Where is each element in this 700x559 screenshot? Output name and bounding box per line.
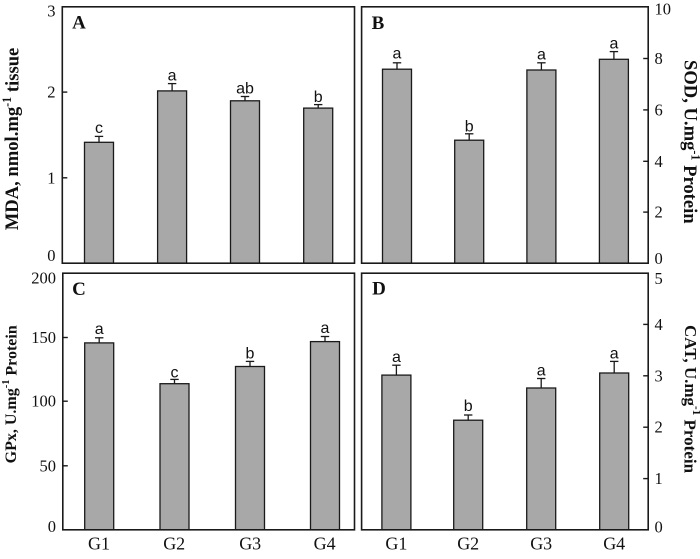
svg-text:B: B (372, 13, 385, 34)
svg-text:a: a (168, 68, 177, 85)
svg-text:a: a (321, 320, 330, 337)
svg-text:G1: G1 (88, 534, 110, 554)
svg-text:8: 8 (655, 49, 663, 68)
svg-text:a: a (610, 346, 619, 363)
svg-text:a: a (393, 46, 402, 63)
svg-text:SOD, U.mg-1 Protein: SOD, U.mg-1 Protein (680, 60, 700, 224)
svg-text:A: A (72, 13, 86, 34)
svg-text:10: 10 (655, 0, 672, 19)
svg-text:G1: G1 (385, 534, 407, 554)
svg-text:D: D (372, 279, 386, 300)
svg-text:c: c (95, 120, 103, 137)
svg-text:a: a (537, 46, 546, 63)
svg-text:2: 2 (655, 418, 663, 437)
svg-text:50: 50 (40, 456, 57, 475)
svg-text:GPx, U.mg-1 Protein: GPx, U.mg-1 Protein (0, 325, 20, 463)
svg-text:CAT, U.mg-1 Protein: CAT, U.mg-1 Protein (681, 325, 700, 474)
svg-text:2: 2 (655, 203, 663, 222)
svg-text:0: 0 (48, 517, 56, 536)
svg-text:G4: G4 (314, 534, 336, 554)
svg-text:G2: G2 (163, 534, 185, 554)
svg-text:G2: G2 (457, 534, 479, 554)
svg-text:c: c (171, 365, 179, 382)
svg-text:5: 5 (655, 269, 663, 288)
svg-text:4: 4 (655, 315, 663, 334)
svg-text:a: a (609, 36, 618, 53)
svg-text:b: b (314, 89, 323, 106)
svg-text:G3: G3 (530, 534, 552, 554)
svg-text:1: 1 (655, 469, 663, 488)
svg-text:a: a (392, 349, 401, 366)
svg-text:100: 100 (31, 392, 56, 411)
svg-text:b: b (464, 398, 473, 415)
svg-text:b: b (465, 119, 474, 136)
svg-text:a: a (537, 362, 546, 379)
svg-text:1: 1 (47, 168, 55, 187)
svg-text:0: 0 (47, 246, 55, 265)
svg-text:4: 4 (655, 152, 663, 171)
svg-text:G3: G3 (239, 534, 261, 554)
svg-text:ab: ab (236, 81, 254, 98)
svg-text:MDA, nmol.mg-1 tissue: MDA, nmol.mg-1 tissue (0, 48, 23, 231)
svg-text:0: 0 (655, 518, 663, 537)
svg-text:C: C (72, 279, 86, 300)
svg-text:0: 0 (655, 249, 663, 268)
svg-text:6: 6 (655, 100, 663, 119)
svg-text:G4: G4 (603, 534, 625, 554)
svg-text:a: a (95, 321, 104, 338)
svg-text:3: 3 (655, 366, 663, 385)
svg-text:2: 2 (47, 83, 55, 102)
svg-text:3: 3 (47, 2, 55, 21)
svg-text:200: 200 (31, 269, 56, 288)
svg-text:150: 150 (31, 328, 56, 347)
svg-text:b: b (246, 346, 255, 363)
